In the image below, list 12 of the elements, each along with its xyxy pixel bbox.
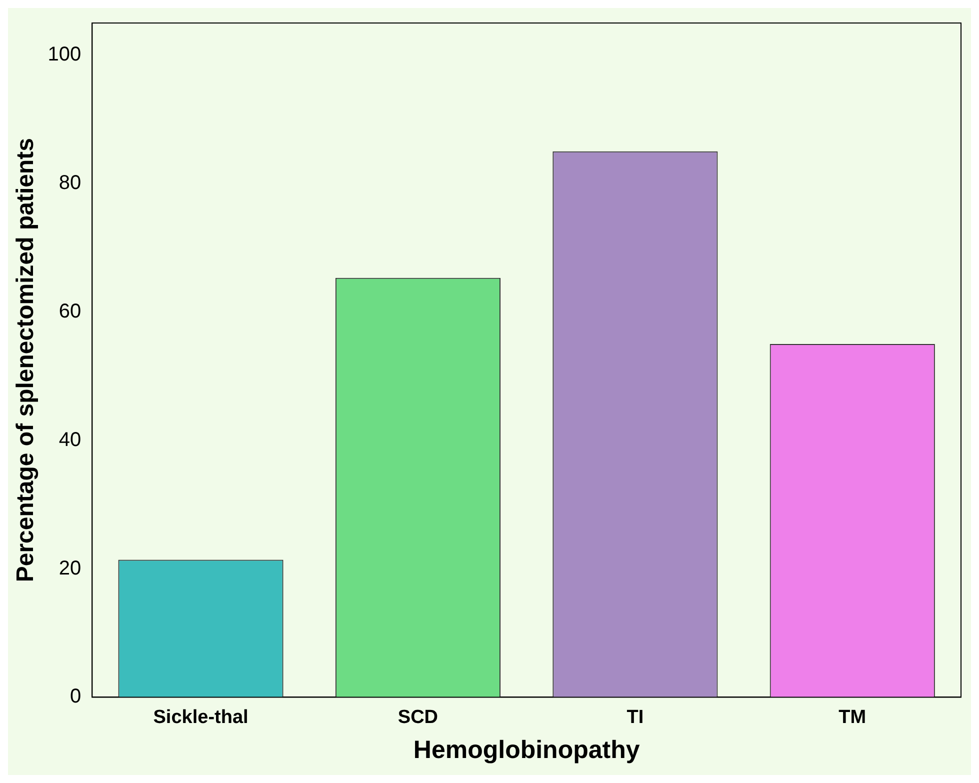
- y-tick-label: 60: [58, 300, 82, 322]
- y-axis-title: Percentage of splenectomized patients: [12, 138, 40, 582]
- x-tick-label: TM: [838, 706, 866, 728]
- y-tick-label: 80: [58, 172, 82, 194]
- x-axis-title: Hemoglobinopathy: [413, 736, 640, 764]
- x-tick-label: SCD: [398, 706, 438, 728]
- x-tick-label: Sickle-thal: [153, 706, 248, 728]
- x-tick-label: TI: [626, 706, 644, 728]
- y-tick-label: 20: [58, 557, 82, 580]
- y-tick-label: 40: [58, 428, 82, 451]
- y-tick-label: 100: [48, 44, 82, 66]
- y-tick-label: 0: [70, 686, 82, 708]
